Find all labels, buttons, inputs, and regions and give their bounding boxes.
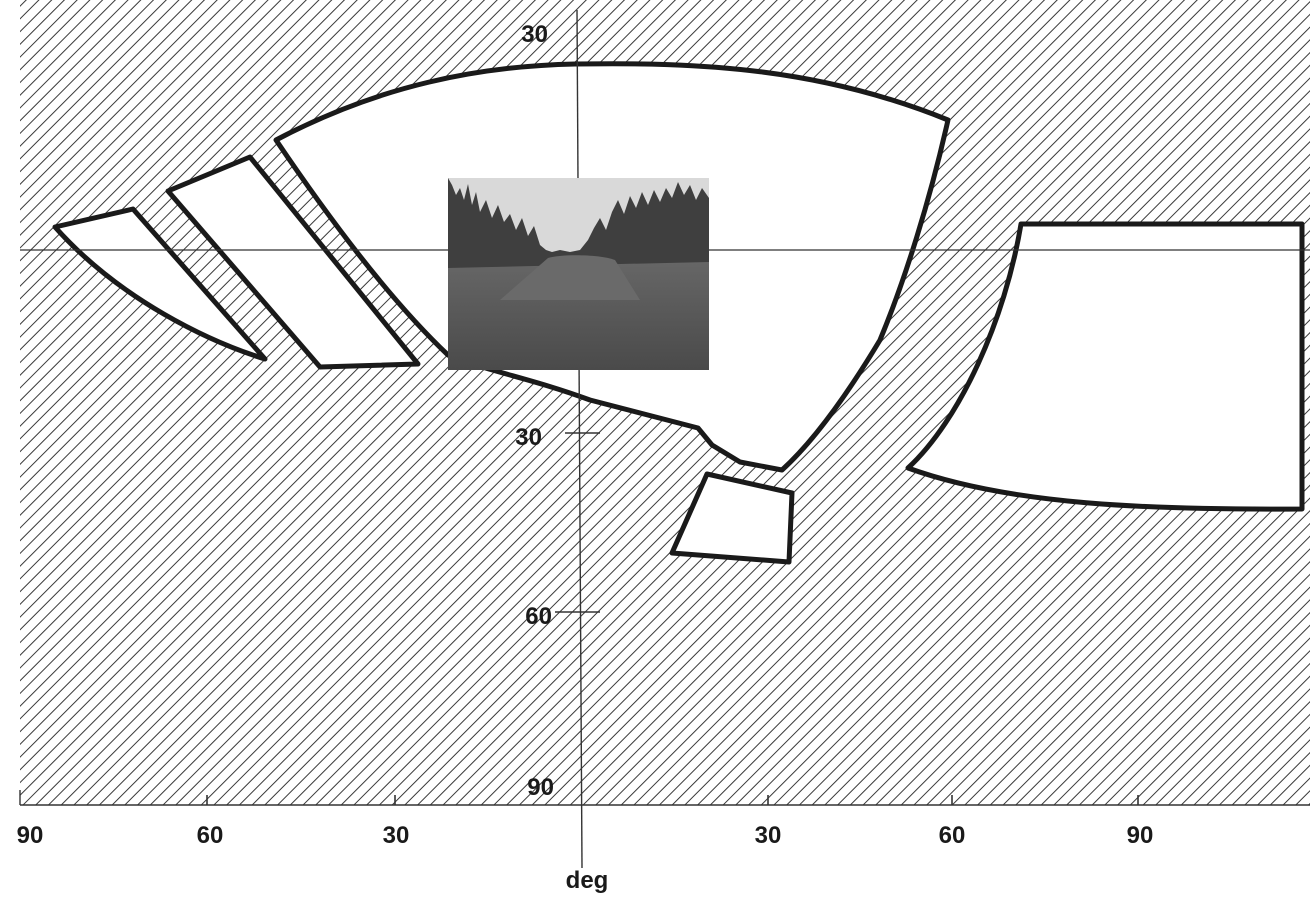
x-axis-ticks	[206, 795, 1139, 805]
y-tick-label-up-30: 30	[521, 21, 548, 48]
scene-image	[448, 178, 709, 370]
x-tick-label-left-60: 60	[197, 822, 224, 849]
x-axis-unit-label: deg	[566, 867, 609, 894]
window-left-inner	[165, 154, 421, 370]
x-tick-label-right-30: 30	[755, 822, 782, 849]
x-tick-label-left-90: 90	[17, 822, 44, 849]
x-tick-label-right-90: 90	[1127, 822, 1154, 849]
window-right	[905, 221, 1305, 512]
window-left-outer	[52, 206, 268, 362]
y-tick-label-down-90: 90	[527, 774, 554, 801]
x-tick-label-left-30: 30	[383, 822, 410, 849]
window-lower-center	[669, 471, 795, 565]
y-tick-label-down-60: 60	[525, 603, 552, 630]
x-tick-label-right-60: 60	[939, 822, 966, 849]
vertical-axis	[576, 9, 583, 869]
y-tick-label-down-30: 30	[515, 424, 542, 451]
y-axis-ticks	[555, 432, 600, 613]
